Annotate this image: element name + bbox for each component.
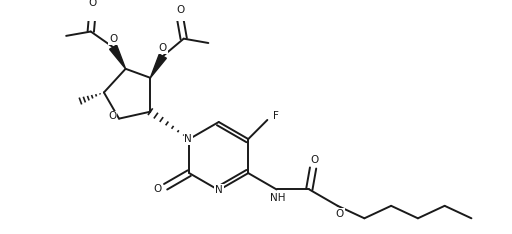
Text: N: N <box>184 134 192 144</box>
Text: NH: NH <box>270 193 285 203</box>
Text: O: O <box>89 0 97 8</box>
Text: O: O <box>109 34 117 44</box>
Polygon shape <box>151 54 166 78</box>
Text: O: O <box>159 43 167 53</box>
Polygon shape <box>110 45 125 69</box>
Text: F: F <box>273 111 280 121</box>
Text: O: O <box>176 5 184 15</box>
Text: O: O <box>108 111 116 121</box>
Text: O: O <box>310 155 318 165</box>
Text: N: N <box>216 185 223 195</box>
Text: O: O <box>336 209 344 219</box>
Text: O: O <box>153 184 162 194</box>
